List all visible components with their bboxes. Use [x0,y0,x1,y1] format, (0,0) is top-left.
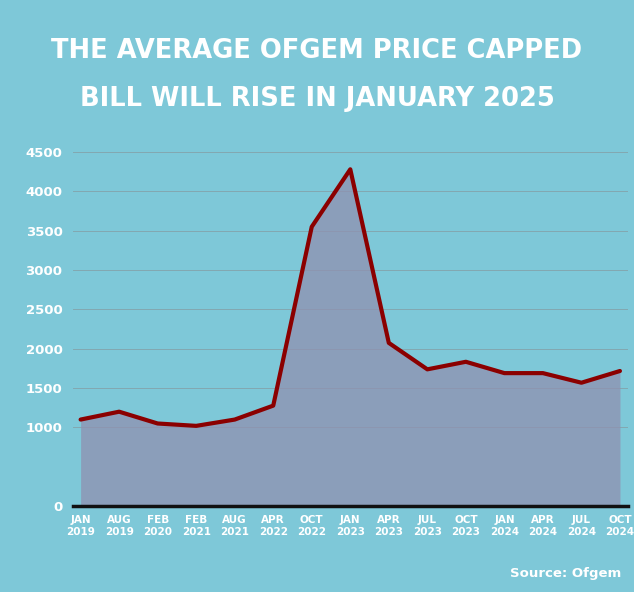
Text: BILL WILL RISE IN JANUARY 2025: BILL WILL RISE IN JANUARY 2025 [80,86,554,112]
Text: THE AVERAGE OFGEM PRICE CAPPED: THE AVERAGE OFGEM PRICE CAPPED [51,38,583,64]
Text: Source: Ofgem: Source: Ofgem [510,567,621,580]
